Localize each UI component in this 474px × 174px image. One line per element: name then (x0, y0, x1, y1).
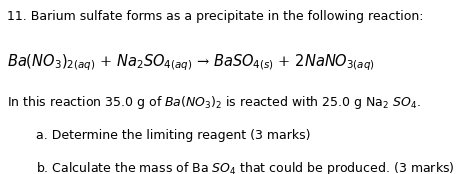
Text: $\mathit{Ba(NO_3)_{2(aq)}}$ + $\mathit{Na_2SO_{4(aq)}}$ → $\mathit{BaSO_{4(s)}}$: $\mathit{Ba(NO_3)_{2(aq)}}$ + $\mathit{N… (7, 52, 375, 73)
Text: a. Determine the limiting reagent (3 marks): a. Determine the limiting reagent (3 mar… (36, 129, 310, 142)
Text: In this reaction 35.0 g of $\mathit{Ba(NO_3)_2}$ is reacted with 25.0 g Na$_2$ $: In this reaction 35.0 g of $\mathit{Ba(N… (7, 94, 421, 111)
Text: b. Calculate the mass of Ba $\mathit{SO_4}$ that could be produced. (3 marks): b. Calculate the mass of Ba $\mathit{SO_… (36, 160, 454, 174)
Text: 11. Barium sulfate forms as a precipitate in the following reaction:: 11. Barium sulfate forms as a precipitat… (7, 10, 424, 23)
